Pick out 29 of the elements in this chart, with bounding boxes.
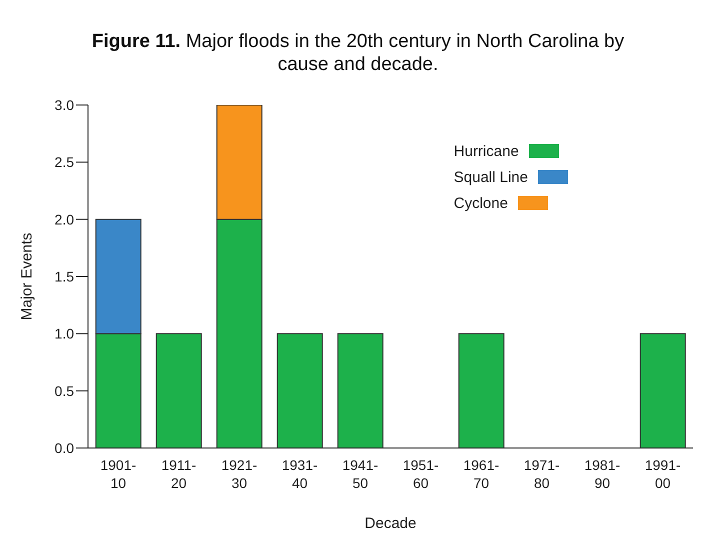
x-tick-label: 1991-00 — [644, 457, 681, 491]
x-tick-label: 1931-40 — [282, 457, 318, 491]
x-tick-label: 1961-70 — [463, 457, 500, 491]
legend-label: Squall Line — [454, 168, 528, 186]
y-tick-label: 0.0 — [54, 440, 74, 456]
y-tick-label: 3.0 — [54, 96, 74, 113]
y-tick-label: 2.0 — [54, 211, 74, 228]
legend-label: Cyclone — [454, 194, 508, 212]
bar — [458, 333, 504, 448]
y-tick-label: 1.5 — [54, 268, 74, 284]
chart-title: Figure 11. — [92, 31, 181, 52]
bar — [337, 333, 384, 448]
y-axis-title: Major Events — [18, 232, 36, 320]
x-tick-label: 1971-80 — [524, 457, 560, 491]
bar — [156, 333, 202, 448]
x-tick-label: 1951-60 — [402, 457, 439, 491]
x-axis-title: Decade — [364, 515, 416, 532]
x-tick-label: 1921-30 — [221, 457, 258, 491]
x-tick-label: 1901-10 — [100, 457, 136, 491]
y-tick-label: 0.5 — [54, 382, 74, 399]
y-tick-label: 2.5 — [54, 154, 74, 170]
legend-label: Hurricane — [454, 142, 519, 160]
bar — [640, 333, 686, 448]
bar — [276, 333, 323, 448]
y-tick-label: 1.0 — [54, 326, 74, 342]
x-tick-label: 1911-20 — [161, 457, 196, 491]
x-tick-label: 1941-50 — [342, 457, 378, 491]
chart-subtitle: Major floods in the 20th century in North Carolina by cause and decade. — [186, 31, 624, 75]
x-tick-label: 1981-90 — [584, 457, 620, 491]
